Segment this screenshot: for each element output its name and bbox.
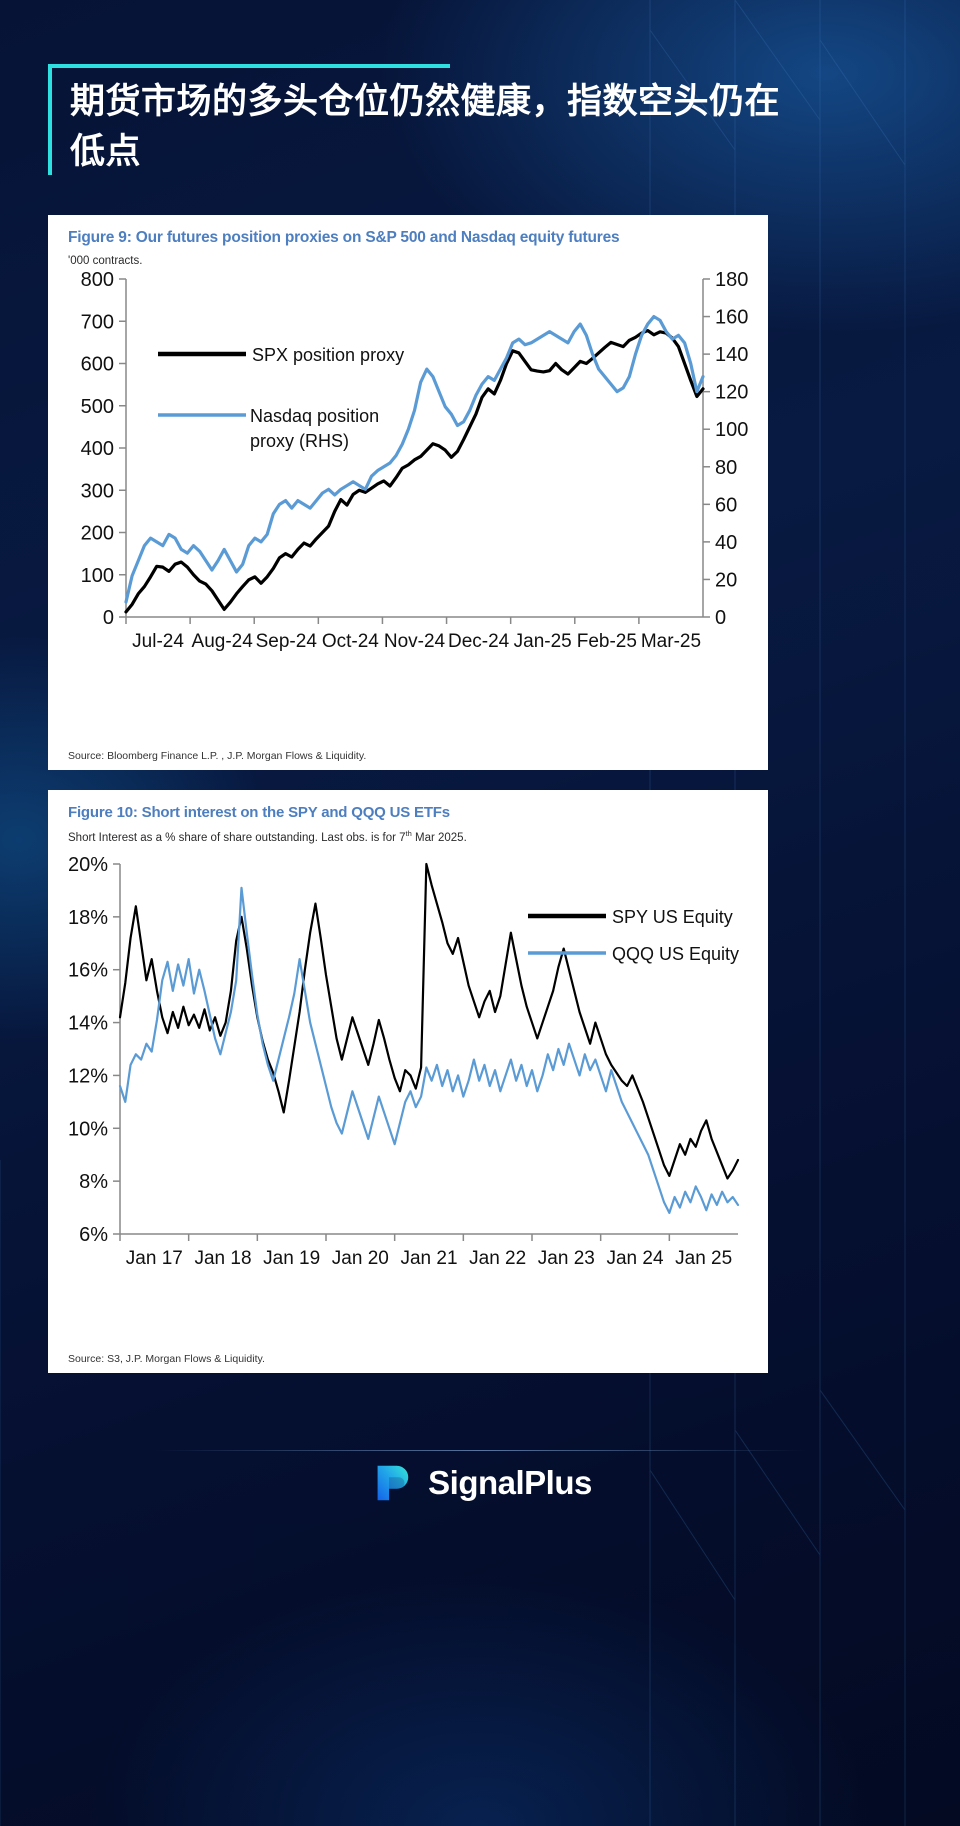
svg-text:proxy (RHS): proxy (RHS) xyxy=(250,431,349,451)
figure-9-subtitle: '000 contracts. xyxy=(68,255,143,267)
figure-10-card: Figure 10: Short interest on the SPY and… xyxy=(48,790,768,1373)
svg-text:20%: 20% xyxy=(68,854,108,876)
svg-text:400: 400 xyxy=(81,438,114,460)
svg-text:Oct-24: Oct-24 xyxy=(322,631,379,652)
svg-text:Sep-24: Sep-24 xyxy=(256,631,318,652)
svg-text:200: 200 xyxy=(81,523,114,545)
figure-10-subtitle: Short Interest as a % share of share out… xyxy=(48,821,768,844)
svg-text:600: 600 xyxy=(81,354,114,376)
svg-text:20: 20 xyxy=(715,569,737,591)
svg-text:500: 500 xyxy=(81,396,114,418)
svg-text:0: 0 xyxy=(103,607,114,629)
svg-text:160: 160 xyxy=(715,307,748,329)
svg-text:16%: 16% xyxy=(68,960,108,982)
svg-text:Jan 23: Jan 23 xyxy=(538,1248,595,1269)
svg-text:8%: 8% xyxy=(79,1171,108,1193)
svg-text:Jan 20: Jan 20 xyxy=(332,1248,389,1269)
svg-text:Feb-25: Feb-25 xyxy=(577,631,637,652)
svg-text:Jan 18: Jan 18 xyxy=(194,1248,251,1269)
figure-10-source: Source: S3, J.P. Morgan Flows & Liquidit… xyxy=(68,1353,265,1365)
figure-10-subtitle-ordinal: th xyxy=(405,829,412,838)
svg-text:SPY US Equity: SPY US Equity xyxy=(612,907,733,927)
svg-text:Nov-24: Nov-24 xyxy=(384,631,446,652)
signalplus-logo-icon xyxy=(377,1465,409,1501)
figure-10-subtitle-a: Short Interest as a % share of share out… xyxy=(68,831,406,844)
svg-text:60: 60 xyxy=(715,494,737,516)
svg-text:Nasdaq position: Nasdaq position xyxy=(250,406,379,426)
svg-text:300: 300 xyxy=(81,480,114,502)
svg-text:18%: 18% xyxy=(68,907,108,929)
svg-text:Jul-24: Jul-24 xyxy=(132,631,184,652)
svg-text:80: 80 xyxy=(715,457,737,479)
brand-name: SignalPlus xyxy=(428,1464,592,1501)
figure-10-title: Figure 10: Short interest on the SPY and… xyxy=(68,804,450,821)
figure-10-plot: 6% 8% 10% 12% 14% 16% 18% 20% Jan 17 Jan 18 Jan 19… xyxy=(68,854,740,1269)
svg-text:6%: 6% xyxy=(79,1224,108,1246)
svg-text:Jan 25: Jan 25 xyxy=(675,1248,732,1269)
figure-10-subtitle-b: Mar 2025. xyxy=(411,831,467,844)
page-title: 期货市场的多头仓位仍然健康，指数空头仍在低点 xyxy=(70,82,781,172)
svg-text:14%: 14% xyxy=(68,1013,108,1035)
headline-accent-bar-horizontal xyxy=(48,64,450,68)
svg-text:40: 40 xyxy=(715,532,737,554)
svg-text:Jan 21: Jan 21 xyxy=(400,1248,457,1269)
svg-text:Jan 24: Jan 24 xyxy=(606,1248,663,1269)
figure-9-plot: 0 100 200 300 400 500 600 700 800 0 20 40 60 80 100 120… xyxy=(81,269,749,652)
footer-divider xyxy=(155,1450,805,1451)
figure-9-source: Source: Bloomberg Finance L.P. , J.P. Mo… xyxy=(68,750,367,762)
figure-9-title: Figure 9: Our futures position proxies o… xyxy=(68,229,620,246)
svg-text:12%: 12% xyxy=(68,1065,108,1087)
headline-accent-bar-vertical xyxy=(48,64,52,176)
svg-text:120: 120 xyxy=(715,382,748,404)
svg-text:10%: 10% xyxy=(68,1118,108,1140)
svg-text:Jan-25: Jan-25 xyxy=(514,631,572,652)
headline-block: 期货市场的多头仓位仍然健康，指数空头仍在低点 xyxy=(48,58,808,177)
svg-text:Aug-24: Aug-24 xyxy=(192,631,254,652)
svg-text:Jan 19: Jan 19 xyxy=(263,1248,320,1269)
svg-text:QQQ US Equity: QQQ US Equity xyxy=(612,944,739,964)
figure-9-card: Figure 9: Our futures position proxies o… xyxy=(48,215,768,770)
svg-text:180: 180 xyxy=(715,269,748,291)
svg-text:SPX position proxy: SPX position proxy xyxy=(252,345,404,365)
svg-text:Jan 17: Jan 17 xyxy=(126,1248,183,1269)
svg-text:100: 100 xyxy=(81,565,114,587)
svg-text:Dec-24: Dec-24 xyxy=(448,631,510,652)
svg-text:140: 140 xyxy=(715,344,748,366)
brand-lockup: SignalPlus xyxy=(0,1460,960,1506)
svg-text:Jan 22: Jan 22 xyxy=(469,1248,526,1269)
svg-text:800: 800 xyxy=(81,269,114,291)
svg-text:100: 100 xyxy=(715,419,748,441)
footer: SignalPlus xyxy=(0,1400,960,1826)
svg-text:700: 700 xyxy=(81,311,114,333)
svg-text:Mar-25: Mar-25 xyxy=(641,631,701,652)
svg-text:0: 0 xyxy=(715,607,726,629)
